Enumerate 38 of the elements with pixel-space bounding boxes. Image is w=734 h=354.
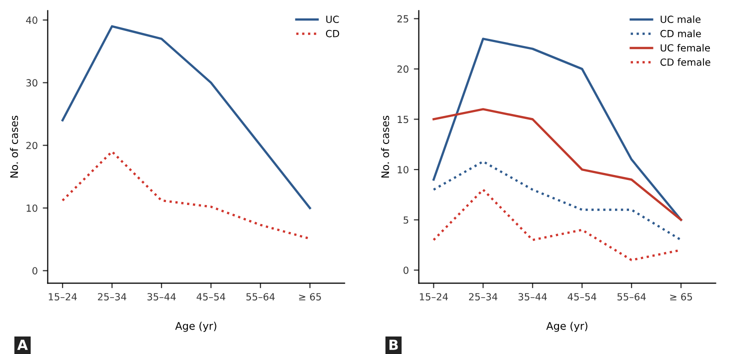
y-tick-label: 10: [398, 166, 408, 174]
legend-label: UC female: [660, 44, 710, 52]
x-tick-label: 15–24: [420, 293, 448, 300]
x-tick-label: 45–54: [196, 293, 226, 300]
text: A: [17, 340, 28, 350]
x-tick-label: 55–64: [617, 293, 646, 300]
y-tick-label: 20: [397, 65, 408, 73]
y-axis-title: No. of cases: [10, 116, 18, 178]
y-tick-label: 30: [26, 79, 38, 87]
line-series: [432, 108, 682, 221]
y-tick-label: 20: [26, 142, 38, 150]
legend-label: UC: [326, 16, 339, 24]
x-tick-label: 25–34: [469, 293, 498, 300]
line-series: [432, 160, 682, 242]
y-tick-label: 5: [404, 216, 408, 224]
x-tick-label: 35–44: [518, 293, 547, 300]
line-series: [61, 25, 312, 210]
y-axis-title: No. of cases: [381, 116, 390, 178]
y-tick-label: 15: [398, 116, 408, 124]
legend-label: CD: [326, 30, 340, 38]
legend-label: UC male: [660, 15, 700, 24]
x-tick-label: 25–34: [98, 293, 126, 300]
x-tick-label: 55–64: [246, 293, 275, 300]
y-tick-label: 0: [32, 267, 38, 274]
y-tick-label: 10: [26, 204, 38, 212]
x-axis-title: Age (yr): [546, 322, 588, 332]
y-tick-label: 0: [404, 266, 408, 274]
legend-label: CD female: [660, 58, 710, 66]
x-tick-label: 35–44: [147, 293, 176, 300]
y-tick-label: 25: [397, 15, 408, 22]
x-axis-title: Age (yr): [175, 322, 216, 332]
y-tick-label: 40: [26, 16, 38, 24]
legend-label: CD male: [660, 30, 701, 38]
x-tick-label: 15–24: [48, 293, 77, 300]
x-tick-label: ≥ 65: [299, 293, 321, 300]
text: B: [390, 340, 398, 350]
x-tick-label: 45–54: [568, 293, 596, 300]
x-tick-label: ≥ 65: [670, 293, 692, 300]
